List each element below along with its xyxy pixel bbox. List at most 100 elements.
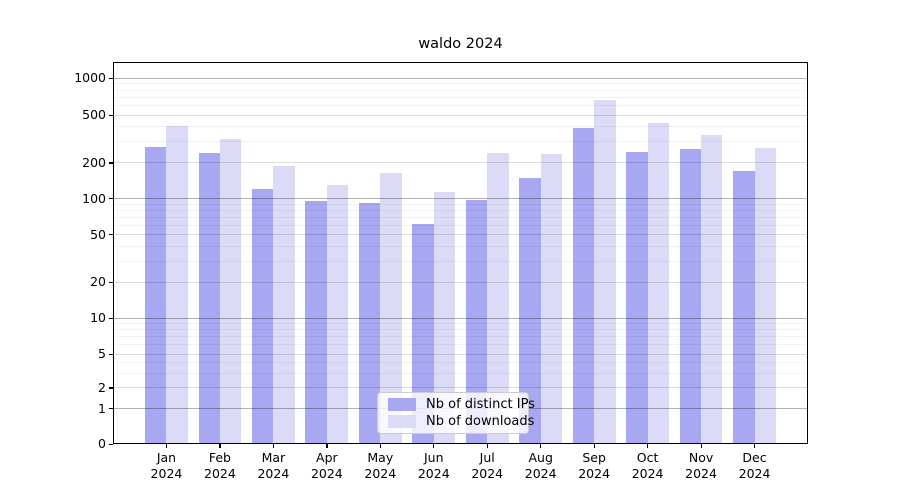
gridline [113,77,808,79]
y-tick-label: 1000 [74,70,106,86]
x-tick-label: Jul 2024 [455,450,519,481]
x-tick-label-year: 2024 [631,465,664,481]
bar-distinct-ips [198,153,220,444]
gridline [113,281,808,283]
gridline-minor [113,361,808,363]
bar-downloads [701,134,723,444]
x-tick-label: Mar 2024 [241,450,305,481]
bar-distinct-ips [251,189,274,444]
bar-downloads [540,154,563,444]
x-tick-label-month: Aug [528,450,553,465]
x-tick-label-month: Oct [636,450,659,465]
gridline-minor [113,260,808,262]
x-tick-mark [165,444,168,448]
y-tick-label: 10 [90,310,106,326]
x-tick-mark [647,444,649,448]
x-tick-mark [700,444,702,448]
bar-downloads [487,153,509,444]
x-tick-mark [326,444,328,448]
y-tick-label: 2 [98,379,106,395]
x-tick-label: Sep 2024 [562,450,626,481]
x-tick-mark [379,444,381,448]
x-tick-label: Apr 2024 [295,450,359,481]
gridline [113,353,808,355]
gridline-minor [113,329,808,331]
gridline-minor [113,203,808,205]
bar-distinct-ips [679,149,702,444]
x-tick-label: Jan 2024 [134,450,198,481]
bar-downloads [594,100,616,444]
x-tick-label-year: 2024 [257,465,290,481]
bar-distinct-ips [358,203,381,444]
gridline-minor [113,372,808,374]
y-tick-mark [109,408,113,410]
x-tick-label-year: 2024 [364,465,397,481]
y-tick-label: 50 [90,226,106,242]
bar-downloads [326,185,349,444]
y-tick-label: 500 [82,107,106,123]
gridline [113,114,808,116]
x-tick-label-month: Jun [424,450,444,465]
legend-entry-distinct-ips: Nb of distinct IPs [384,397,535,412]
gridline-minor [113,344,808,346]
x-tick-label-year: 2024 [524,465,557,481]
gridline [113,234,808,236]
y-tick-label: 200 [82,154,106,170]
x-tick-label-year: 2024 [471,465,504,481]
y-tick-mark [109,77,113,79]
y-tick-mark [109,234,113,236]
legend-entry-downloads: Nb of downloads [384,414,534,429]
y-tick-label: 20 [90,274,106,290]
x-tick-label: Feb 2024 [188,450,252,481]
bar-distinct-ips [305,201,327,444]
x-tick-label-year: 2024 [150,465,183,481]
x-tick-label-year: 2024 [578,465,611,481]
x-tick-label-year: 2024 [417,465,450,481]
gridline [113,198,808,200]
gridline [113,162,808,164]
y-tick-mark [109,114,113,116]
gridline-minor [113,96,808,98]
plot-area [113,62,808,444]
x-tick-label-year: 2024 [738,465,771,481]
bar-distinct-ips [626,152,648,444]
bar-downloads [754,147,776,444]
x-tick-label-month: Jan [156,450,177,465]
y-tick-mark [109,198,113,200]
legend-swatch-downloads [388,415,416,428]
x-tick-label: Aug 2024 [509,450,573,481]
bar-downloads [166,126,188,444]
x-tick-label: Oct 2024 [616,450,680,481]
x-tick-label-month: Apr [316,450,338,465]
x-tick-label-month: Sep [582,450,606,465]
y-tick-mark [109,353,113,355]
x-tick-label-year: 2024 [685,465,717,481]
gridline-minor [113,105,808,107]
gridline-minor [113,141,808,143]
legend-swatch-distinct-ips [388,398,416,411]
x-tick-label: Jun 2024 [402,450,466,481]
y-tick-label: 100 [82,190,106,206]
x-tick-label-month: Jul [479,450,495,465]
x-tick-label-year: 2024 [204,465,236,481]
bar-downloads [433,192,456,444]
bar-downloads [273,165,295,444]
x-tick-label-month: Feb [208,450,231,465]
gridline-minor [113,216,808,218]
bar-distinct-ips [733,171,755,444]
legend-label-downloads: Nb of downloads [426,414,535,429]
x-tick-mark [540,444,542,448]
y-tick-mark [109,281,113,283]
x-tick-mark [486,444,488,448]
y-tick-mark [109,317,113,319]
gridline [113,317,808,319]
gridline-minor [113,245,808,247]
bar-distinct-ips [519,178,541,444]
x-tick-label: Nov 2024 [669,450,733,481]
x-tick-mark [272,444,275,448]
x-tick-label-month: May [367,450,394,465]
bar-distinct-ips [145,147,167,444]
gridline [113,387,808,389]
legend: Nb of distinct IPs Nb of downloads [377,392,535,434]
y-tick-mark [109,162,113,164]
